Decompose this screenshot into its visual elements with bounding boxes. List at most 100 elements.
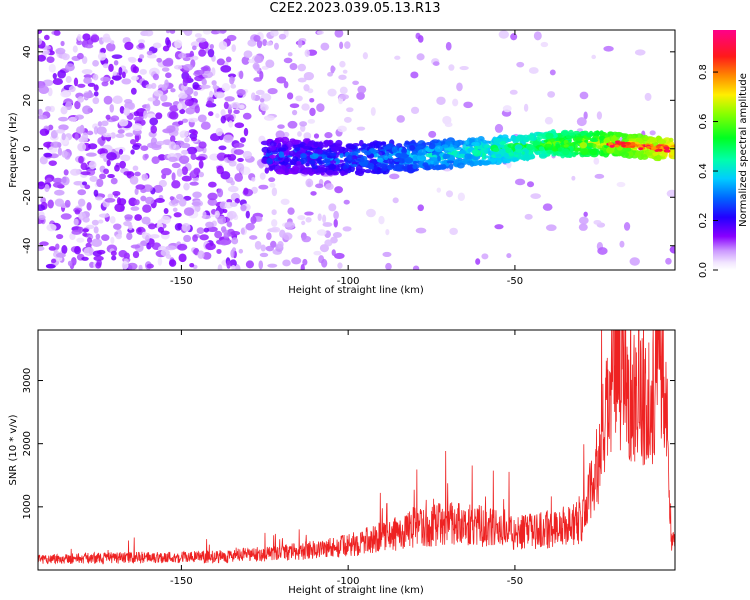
heatmap-cell bbox=[149, 117, 159, 126]
heatmap-cell bbox=[448, 163, 454, 170]
heatmap-cell bbox=[231, 264, 236, 270]
heatmap-cell bbox=[233, 109, 240, 115]
heatmap-cell bbox=[175, 193, 184, 200]
heatmap-cell bbox=[82, 33, 91, 41]
heatmap-cell bbox=[445, 190, 454, 198]
heatmap-cell bbox=[282, 157, 292, 162]
heatmap-cell bbox=[267, 263, 278, 268]
heatmap-cell bbox=[60, 40, 65, 47]
heatmap-cell bbox=[240, 227, 245, 235]
heatmap-cell bbox=[616, 181, 626, 188]
heatmap-cell bbox=[360, 156, 365, 163]
heatmap-cell bbox=[76, 52, 84, 60]
heatmap-cell bbox=[179, 108, 186, 115]
heatmap-cell bbox=[346, 107, 354, 113]
heatmap-cell bbox=[234, 198, 241, 204]
heatmap-cell bbox=[316, 103, 325, 113]
heatmap-cell bbox=[265, 245, 275, 252]
heatmap-cell bbox=[327, 72, 333, 77]
snr-frame bbox=[37, 329, 676, 571]
heatmap-cell bbox=[247, 39, 257, 47]
heatmap-cell bbox=[242, 112, 252, 120]
heatmap-cell bbox=[580, 148, 588, 156]
heatmap-cell bbox=[236, 163, 245, 172]
heatmap-cell bbox=[147, 97, 156, 102]
heatmap-cell bbox=[60, 90, 71, 98]
heatmap-cell bbox=[593, 219, 602, 225]
heatmap-cell bbox=[300, 263, 305, 270]
heatmap-cell bbox=[152, 73, 159, 81]
heatmap-cell bbox=[83, 76, 92, 84]
heatmap-cell bbox=[192, 45, 197, 51]
heatmap-cell bbox=[526, 181, 535, 188]
heatmap-cell bbox=[349, 165, 355, 173]
heatmap-cell bbox=[111, 54, 123, 59]
heatmap-cell bbox=[483, 160, 492, 165]
heatmap-cell bbox=[573, 147, 582, 152]
heatmap-cell bbox=[282, 131, 290, 138]
heatmap-cell bbox=[430, 157, 438, 162]
heatmap-cell bbox=[378, 215, 385, 225]
heatmap-cell bbox=[312, 149, 321, 154]
heatmap-cell bbox=[61, 176, 70, 186]
heatmap-cell bbox=[165, 37, 170, 46]
heatmap-cell bbox=[578, 216, 589, 225]
heatmap-cell bbox=[412, 160, 418, 165]
heatmap-cell bbox=[269, 182, 276, 188]
heatmap-cell bbox=[545, 132, 554, 140]
heatmap-cell bbox=[58, 116, 69, 122]
heatmap-cell bbox=[350, 155, 358, 160]
heatmap-cell bbox=[370, 106, 376, 116]
heatmap-cell bbox=[634, 151, 641, 158]
heatmap-cell bbox=[221, 83, 231, 92]
heatmap-cell bbox=[295, 95, 303, 102]
heatmap-cell bbox=[301, 235, 312, 243]
heatmap-cell bbox=[584, 139, 589, 144]
heatmap-cell bbox=[152, 42, 162, 49]
heatmap-cell bbox=[190, 137, 197, 142]
heatmap-cell bbox=[544, 116, 554, 125]
heatmap-cell bbox=[48, 160, 57, 166]
heatmap-cell bbox=[96, 178, 104, 188]
heatmap-cell bbox=[118, 66, 123, 76]
heatmap-cell bbox=[65, 75, 72, 84]
heatmap-cell bbox=[537, 133, 544, 140]
heatmap-cell bbox=[441, 164, 447, 170]
heatmap-cell bbox=[389, 158, 394, 165]
heatmap-cell bbox=[161, 67, 170, 72]
heatmap-cell bbox=[109, 216, 116, 224]
heatmap-cell bbox=[107, 174, 115, 179]
heatmap-cell bbox=[418, 155, 427, 160]
heatmap-cell bbox=[277, 124, 285, 129]
heatmap-cell bbox=[100, 76, 111, 82]
heatmap-cell bbox=[417, 35, 424, 43]
x-tick-label: -100 bbox=[337, 576, 360, 587]
heatmap-cell bbox=[170, 88, 176, 93]
heatmap-cell bbox=[134, 187, 139, 195]
heatmap-cell bbox=[207, 198, 218, 206]
heatmap-cell bbox=[252, 62, 260, 70]
heatmap-cell bbox=[304, 211, 314, 216]
heatmap-cell bbox=[474, 142, 480, 147]
heatmap-cell bbox=[146, 263, 154, 269]
heatmap-cell bbox=[494, 123, 504, 133]
heatmap-cell bbox=[250, 92, 256, 101]
heatmap-cell bbox=[47, 124, 54, 131]
heatmap-cell bbox=[155, 140, 165, 146]
heatmap-cell bbox=[248, 58, 255, 64]
heatmap-cell bbox=[115, 233, 122, 240]
heatmap-cell bbox=[43, 152, 53, 158]
heatmap-cell bbox=[522, 153, 530, 161]
heatmap-cell bbox=[84, 44, 94, 49]
heatmap-cell bbox=[110, 177, 118, 185]
heatmap-cell bbox=[245, 260, 254, 269]
heatmap-cell bbox=[83, 247, 95, 256]
heatmap-cell bbox=[607, 142, 613, 146]
heatmap-cell bbox=[52, 72, 57, 80]
heatmap-cell bbox=[113, 60, 119, 66]
heatmap-cell bbox=[304, 49, 310, 58]
heatmap-cell bbox=[161, 102, 173, 107]
heatmap-cell bbox=[280, 136, 290, 144]
heatmap-cell bbox=[305, 162, 310, 167]
colorbar-tick-label: 0.4 bbox=[698, 163, 709, 179]
